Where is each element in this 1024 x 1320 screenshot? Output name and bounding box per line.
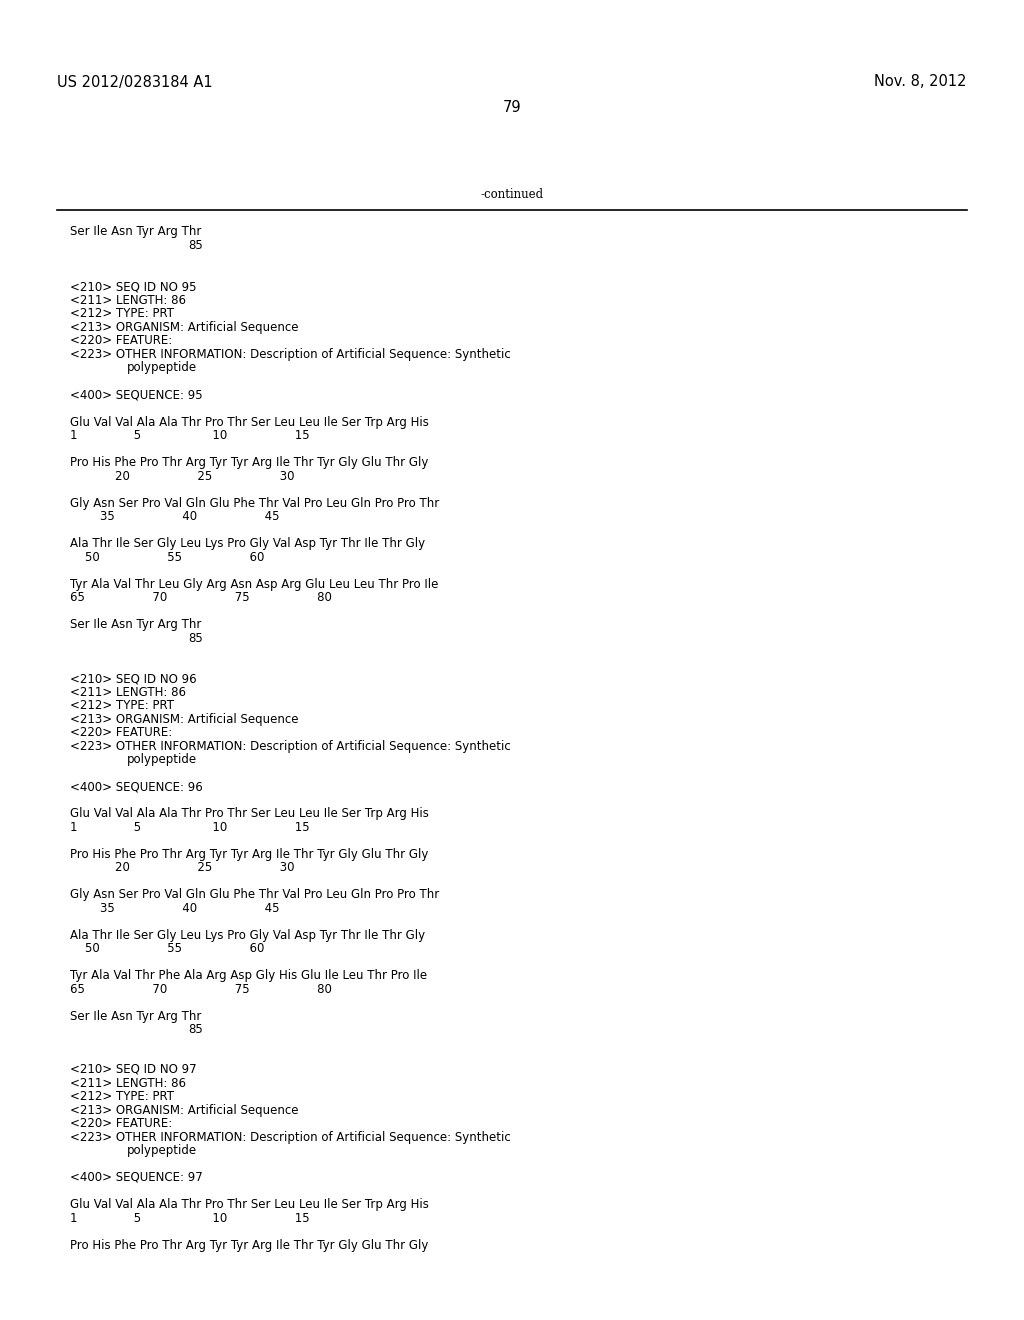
Text: <220> FEATURE:: <220> FEATURE: — [70, 726, 172, 739]
Text: <212> TYPE: PRT: <212> TYPE: PRT — [70, 308, 174, 319]
Text: 1               5                   10                  15: 1 5 10 15 — [70, 821, 309, 834]
Text: <213> ORGANISM: Artificial Sequence: <213> ORGANISM: Artificial Sequence — [70, 1104, 299, 1117]
Text: Ser Ile Asn Tyr Arg Thr: Ser Ile Asn Tyr Arg Thr — [70, 618, 202, 631]
Text: 1               5                   10                  15: 1 5 10 15 — [70, 1212, 309, 1225]
Text: Tyr Ala Val Thr Phe Ala Arg Asp Gly His Glu Ile Leu Thr Pro Ile: Tyr Ala Val Thr Phe Ala Arg Asp Gly His … — [70, 969, 427, 982]
Text: polypeptide: polypeptide — [127, 752, 198, 766]
Text: Nov. 8, 2012: Nov. 8, 2012 — [874, 74, 967, 90]
Text: 85: 85 — [188, 632, 203, 645]
Text: Pro His Phe Pro Thr Arg Tyr Tyr Arg Ile Thr Tyr Gly Glu Thr Gly: Pro His Phe Pro Thr Arg Tyr Tyr Arg Ile … — [70, 1239, 428, 1251]
Text: Pro His Phe Pro Thr Arg Tyr Tyr Arg Ile Thr Tyr Gly Glu Thr Gly: Pro His Phe Pro Thr Arg Tyr Tyr Arg Ile … — [70, 455, 428, 469]
Text: <223> OTHER INFORMATION: Description of Artificial Sequence: Synthetic: <223> OTHER INFORMATION: Description of … — [70, 1131, 511, 1144]
Text: 20                  25                  30: 20 25 30 — [70, 861, 295, 874]
Text: 1               5                   10                  15: 1 5 10 15 — [70, 429, 309, 442]
Text: 65                  70                  75                  80: 65 70 75 80 — [70, 983, 332, 997]
Text: Glu Val Val Ala Ala Thr Pro Thr Ser Leu Leu Ile Ser Trp Arg His: Glu Val Val Ala Ala Thr Pro Thr Ser Leu … — [70, 416, 429, 429]
Text: <220> FEATURE:: <220> FEATURE: — [70, 1117, 172, 1130]
Text: Ala Thr Ile Ser Gly Leu Lys Pro Gly Val Asp Tyr Thr Ile Thr Gly: Ala Thr Ile Ser Gly Leu Lys Pro Gly Val … — [70, 537, 425, 550]
Text: -continued: -continued — [480, 189, 544, 202]
Text: <213> ORGANISM: Artificial Sequence: <213> ORGANISM: Artificial Sequence — [70, 713, 299, 726]
Text: 65                  70                  75                  80: 65 70 75 80 — [70, 591, 332, 605]
Text: <211> LENGTH: 86: <211> LENGTH: 86 — [70, 1077, 186, 1090]
Text: US 2012/0283184 A1: US 2012/0283184 A1 — [57, 74, 213, 90]
Text: <210> SEQ ID NO 97: <210> SEQ ID NO 97 — [70, 1063, 197, 1076]
Text: <210> SEQ ID NO 96: <210> SEQ ID NO 96 — [70, 672, 197, 685]
Text: 85: 85 — [188, 1023, 203, 1036]
Text: <212> TYPE: PRT: <212> TYPE: PRT — [70, 700, 174, 711]
Text: <223> OTHER INFORMATION: Description of Artificial Sequence: Synthetic: <223> OTHER INFORMATION: Description of … — [70, 348, 511, 360]
Text: Ser Ile Asn Tyr Arg Thr: Ser Ile Asn Tyr Arg Thr — [70, 224, 202, 238]
Text: 35                  40                  45: 35 40 45 — [70, 902, 280, 915]
Text: <211> LENGTH: 86: <211> LENGTH: 86 — [70, 686, 186, 700]
Text: <400> SEQUENCE: 97: <400> SEQUENCE: 97 — [70, 1171, 203, 1184]
Text: Tyr Ala Val Thr Leu Gly Arg Asn Asp Arg Glu Leu Leu Thr Pro Ile: Tyr Ala Val Thr Leu Gly Arg Asn Asp Arg … — [70, 578, 438, 591]
Text: Pro His Phe Pro Thr Arg Tyr Tyr Arg Ile Thr Tyr Gly Glu Thr Gly: Pro His Phe Pro Thr Arg Tyr Tyr Arg Ile … — [70, 847, 428, 861]
Text: polypeptide: polypeptide — [127, 1144, 198, 1158]
Text: Gly Asn Ser Pro Val Gln Glu Phe Thr Val Pro Leu Gln Pro Pro Thr: Gly Asn Ser Pro Val Gln Glu Phe Thr Val … — [70, 888, 439, 902]
Text: <223> OTHER INFORMATION: Description of Artificial Sequence: Synthetic: <223> OTHER INFORMATION: Description of … — [70, 741, 511, 752]
Text: <212> TYPE: PRT: <212> TYPE: PRT — [70, 1090, 174, 1104]
Text: <400> SEQUENCE: 95: <400> SEQUENCE: 95 — [70, 388, 203, 401]
Text: Ser Ile Asn Tyr Arg Thr: Ser Ile Asn Tyr Arg Thr — [70, 1010, 202, 1023]
Text: 79: 79 — [503, 100, 521, 116]
Text: 35                  40                  45: 35 40 45 — [70, 510, 280, 523]
Text: <220> FEATURE:: <220> FEATURE: — [70, 334, 172, 347]
Text: <213> ORGANISM: Artificial Sequence: <213> ORGANISM: Artificial Sequence — [70, 321, 299, 334]
Text: polypeptide: polypeptide — [127, 360, 198, 374]
Text: 50                  55                  60: 50 55 60 — [70, 550, 264, 564]
Text: Glu Val Val Ala Ala Thr Pro Thr Ser Leu Leu Ile Ser Trp Arg His: Glu Val Val Ala Ala Thr Pro Thr Ser Leu … — [70, 807, 429, 820]
Text: Glu Val Val Ala Ala Thr Pro Thr Ser Leu Leu Ile Ser Trp Arg His: Glu Val Val Ala Ala Thr Pro Thr Ser Leu … — [70, 1199, 429, 1210]
Text: <210> SEQ ID NO 95: <210> SEQ ID NO 95 — [70, 280, 197, 293]
Text: Ala Thr Ile Ser Gly Leu Lys Pro Gly Val Asp Tyr Thr Ile Thr Gly: Ala Thr Ile Ser Gly Leu Lys Pro Gly Val … — [70, 929, 425, 942]
Text: Gly Asn Ser Pro Val Gln Glu Phe Thr Val Pro Leu Gln Pro Pro Thr: Gly Asn Ser Pro Val Gln Glu Phe Thr Val … — [70, 498, 439, 510]
Text: <400> SEQUENCE: 96: <400> SEQUENCE: 96 — [70, 780, 203, 793]
Text: 20                  25                  30: 20 25 30 — [70, 470, 295, 483]
Text: <211> LENGTH: 86: <211> LENGTH: 86 — [70, 294, 186, 308]
Text: 85: 85 — [188, 239, 203, 252]
Text: 50                  55                  60: 50 55 60 — [70, 942, 264, 954]
